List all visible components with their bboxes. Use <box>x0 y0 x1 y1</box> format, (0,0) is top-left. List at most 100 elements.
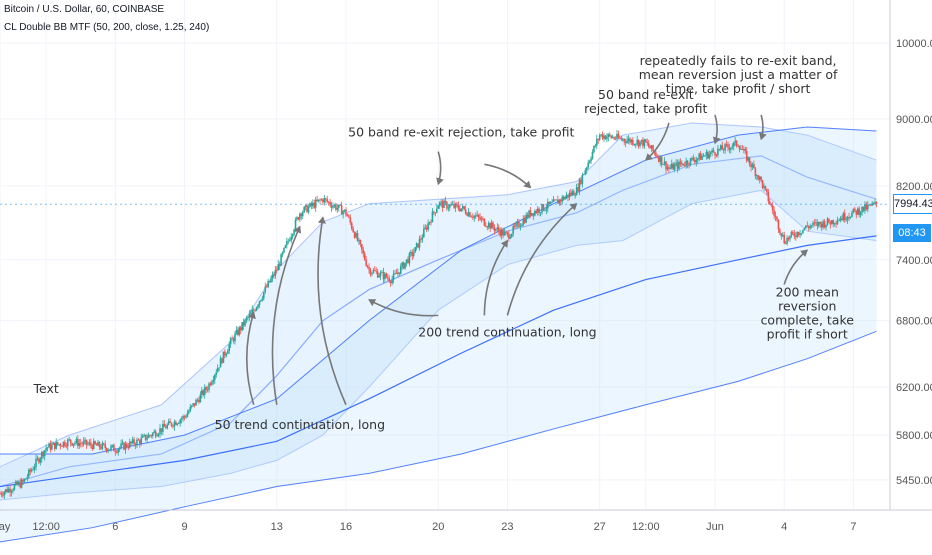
candle-body <box>4 489 7 492</box>
candle-body <box>39 458 42 463</box>
candle-body <box>757 175 760 180</box>
candle-body <box>301 212 304 217</box>
candle-body <box>361 244 363 250</box>
candle-body <box>212 379 215 383</box>
candle-body <box>287 240 290 242</box>
candle-body <box>222 351 225 363</box>
candle-body <box>780 233 783 237</box>
candle-body <box>564 197 566 200</box>
candle-body <box>848 217 850 218</box>
candle-body <box>459 208 461 212</box>
candle-body <box>784 243 787 244</box>
y-tick-label: 6200.00 <box>896 382 932 394</box>
candle-body <box>806 225 809 227</box>
candle-body <box>201 390 203 395</box>
candle-body <box>239 327 242 331</box>
candle-body <box>394 273 396 274</box>
candle-body <box>851 212 853 218</box>
candle-body <box>234 333 236 342</box>
candle-body <box>845 219 847 221</box>
candle-body <box>812 222 814 226</box>
candle-body <box>163 423 166 427</box>
candle-body <box>238 327 241 335</box>
candle-body <box>2 494 4 496</box>
candle-body <box>705 151 708 156</box>
candle-body <box>336 207 339 210</box>
annotation-text: 50 band re-exit rejected, take profit <box>584 87 707 116</box>
candle-body <box>832 220 835 224</box>
candle-body <box>463 206 465 210</box>
candle-body <box>108 449 111 451</box>
candle-body <box>51 444 53 450</box>
candle-body <box>483 218 486 226</box>
candle-body <box>299 213 301 220</box>
candle-body <box>107 449 109 452</box>
candle-body <box>143 434 145 436</box>
candle-body <box>399 266 402 274</box>
candle-body <box>701 156 703 160</box>
candle-body <box>391 279 393 284</box>
candle-body <box>160 428 163 432</box>
candle-body <box>35 458 37 467</box>
candle-body <box>440 201 442 203</box>
candle-body <box>46 447 49 449</box>
candle-body <box>232 338 235 342</box>
candle-body <box>676 162 679 169</box>
candle-body <box>722 149 725 151</box>
candle-body <box>694 160 696 163</box>
candle-body <box>242 322 245 326</box>
bb50-fill <box>0 122 877 501</box>
candle-body <box>725 144 728 145</box>
candle-body <box>218 367 220 369</box>
candle-body <box>587 162 589 168</box>
candle-body <box>577 187 579 191</box>
candle-body <box>473 215 476 218</box>
candle-body <box>606 137 608 140</box>
candle-body <box>30 469 33 472</box>
candle-body <box>255 307 258 311</box>
candle-body <box>813 222 816 224</box>
candle-body <box>702 155 705 157</box>
candle-body <box>477 214 480 218</box>
candle-body <box>17 482 20 485</box>
candle-body <box>147 434 150 438</box>
candle-body <box>199 394 202 403</box>
annotation-arrow <box>645 122 670 161</box>
candle-body <box>22 479 24 482</box>
x-tick-label: 12:00 <box>32 521 60 533</box>
candle-body <box>88 442 91 444</box>
candle-body <box>531 213 533 216</box>
candle-body <box>190 405 193 407</box>
candle-body <box>655 152 657 157</box>
annotation-text: Text <box>32 381 58 396</box>
candle-body <box>26 476 29 479</box>
candle-body <box>630 139 633 143</box>
candle-body <box>375 270 378 272</box>
candle-body <box>313 202 316 208</box>
candle-body <box>192 403 194 406</box>
candle-body <box>38 458 40 463</box>
candle-body <box>208 383 210 390</box>
candle-body <box>205 387 207 390</box>
candle-body <box>23 479 26 482</box>
annotation-arrow <box>783 249 809 285</box>
candle-body <box>139 440 141 444</box>
candle-body <box>532 213 535 216</box>
candle-body <box>254 310 256 312</box>
candle-body <box>835 223 837 225</box>
candle-body <box>374 270 376 271</box>
candle-body <box>668 167 670 169</box>
candle-body <box>280 254 282 266</box>
candle-body <box>871 203 873 206</box>
candle-body <box>120 443 122 448</box>
candle-body <box>408 253 411 264</box>
candle-body <box>790 231 793 236</box>
candle-body <box>203 387 206 395</box>
candle-body <box>330 205 333 208</box>
y-tick-label: 10000.00 <box>896 38 932 50</box>
candle-body <box>306 205 308 213</box>
candle-body <box>557 199 559 204</box>
candle-body <box>443 200 445 208</box>
